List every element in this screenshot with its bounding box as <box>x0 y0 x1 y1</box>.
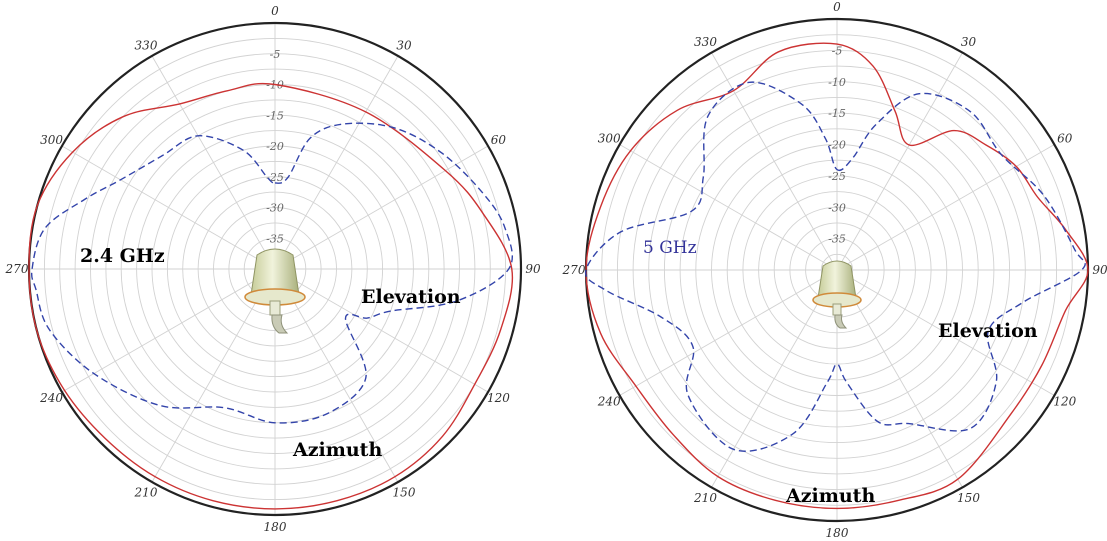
antenna-cable <box>834 314 848 329</box>
antenna-dome <box>250 248 300 296</box>
antenna-cable <box>271 314 289 334</box>
grid-spoke <box>274 55 399 270</box>
grid-spoke <box>836 269 963 488</box>
polar-grid: -5-10-15-20-25-30-3503060901201501802102… <box>5 4 541 534</box>
frequency-label: 2.4 GHz <box>80 245 165 267</box>
grid-spoke <box>711 269 838 488</box>
radial-tick-label: -30 <box>266 202 284 215</box>
grid-spoke <box>619 144 838 271</box>
angle-tick-label: 60 <box>1057 132 1073 146</box>
angle-tick-label: 330 <box>694 35 717 49</box>
angle-tick-label: 30 <box>961 35 977 49</box>
grid-spoke <box>61 268 276 393</box>
series-azimuth-line <box>585 42 1089 510</box>
angle-tick-label: 180 <box>826 526 849 540</box>
angle-tick-label: 120 <box>487 391 510 405</box>
grid-spoke <box>836 269 1055 396</box>
series-azimuth-line <box>28 82 514 510</box>
grid-spoke <box>151 55 276 270</box>
radial-tick-label: -15 <box>828 107 846 120</box>
grid-spoke <box>836 52 963 271</box>
radial-tick-label: -25 <box>828 170 846 183</box>
azimuth-label: Azimuth <box>292 439 382 461</box>
angle-tick-label: 0 <box>833 0 841 14</box>
grid-spoke <box>151 268 276 483</box>
radial-tick-label: -20 <box>266 140 284 153</box>
angle-tick-label: 270 <box>5 262 29 276</box>
radial-tick-label: -20 <box>828 139 846 152</box>
polar-chart-2-4ghz: -5-10-15-20-25-30-3503060901201501802102… <box>5 4 541 534</box>
series-group <box>584 42 1089 510</box>
antenna-icon <box>244 248 306 334</box>
angle-tick-label: 150 <box>957 491 980 505</box>
grid-spoke <box>711 52 838 271</box>
angle-tick-label: 30 <box>396 39 412 53</box>
angle-tick-label: 90 <box>525 262 541 276</box>
series-elevation-line <box>584 81 1086 452</box>
radial-tick-label: -30 <box>828 201 846 214</box>
series-group <box>28 82 514 510</box>
radial-tick-label: -10 <box>828 76 846 89</box>
radial-tick-label: -5 <box>270 48 281 61</box>
grid-spoke <box>274 145 489 270</box>
angle-tick-label: 300 <box>40 133 63 147</box>
radial-tick-label: -15 <box>266 109 284 122</box>
antenna-dome <box>817 260 857 299</box>
angle-tick-label: 90 <box>1092 263 1107 277</box>
antenna-mount <box>269 300 281 316</box>
frequency-label: 5 GHz <box>643 238 697 258</box>
angle-tick-label: 0 <box>271 4 279 18</box>
polar-grid: -5 -10 -15 -20 -25 -30 -35 0 30 60 90 120 150 180 210 2… <box>562 0 1107 540</box>
antenna-icon <box>812 260 862 329</box>
grid-spoke <box>274 268 489 393</box>
angle-tick-label: 240 <box>39 391 63 405</box>
radial-tick-label: -25 <box>266 171 284 184</box>
azimuth-label: Azimuth <box>785 485 875 507</box>
grid-spoke <box>274 268 399 483</box>
angle-tick-label: 270 <box>562 263 586 277</box>
series-elevation-line <box>30 122 513 424</box>
elevation-label: Elevation <box>361 286 461 308</box>
grid-spoke <box>836 144 1055 271</box>
radial-tick-label: -5 <box>832 44 843 57</box>
radial-tick-label: -35 <box>828 233 846 246</box>
angle-tick-label: 60 <box>491 133 507 147</box>
elevation-label: Elevation <box>938 320 1038 342</box>
angle-tick-label: 210 <box>134 485 158 499</box>
angle-tick-label: 240 <box>597 395 621 409</box>
grid-spoke <box>61 145 276 270</box>
angle-tick-label: 120 <box>1053 395 1076 409</box>
grid-spoke <box>619 269 838 396</box>
radial-tick-label: -35 <box>266 232 284 245</box>
angle-tick-label: 300 <box>598 132 621 146</box>
polar-chart-5ghz: -5 -10 -15 -20 -25 -30 -35 0 30 60 90 120 150 180 210 2… <box>562 0 1107 540</box>
angle-tick-label: 180 <box>264 520 287 534</box>
angle-tick-label: 330 <box>135 39 158 53</box>
angle-tick-label: 210 <box>693 491 717 505</box>
antenna-mount <box>832 303 842 316</box>
angle-tick-label: 150 <box>393 485 416 499</box>
